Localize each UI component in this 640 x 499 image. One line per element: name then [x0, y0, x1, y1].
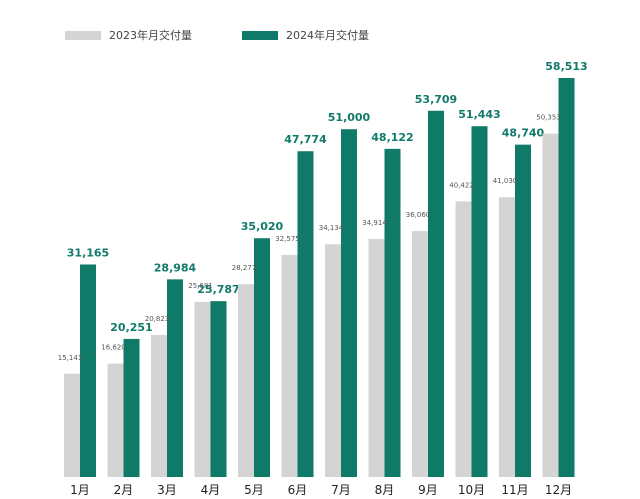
x-tick-label-1: 1月: [70, 483, 90, 497]
legend-swatch-2024: [242, 30, 278, 40]
legend: 2023年月交付量 2024年月交付量: [65, 27, 409, 43]
x-tick-label-2: 2月: [114, 483, 134, 497]
bar-2024-1: [80, 264, 96, 477]
bar-2023-3: [151, 335, 167, 477]
x-tick-label-10: 10月: [458, 483, 485, 497]
bar-2023-6: [281, 254, 298, 477]
value-label-2024-10: 51,443: [458, 108, 500, 121]
x-tick-label-9: 9月: [418, 483, 438, 497]
x-tick-label-5: 5月: [244, 483, 264, 497]
value-label-2024-5: 35,020: [241, 220, 284, 233]
legend-label-2024: 2024年月交付量: [286, 29, 369, 42]
bar-2023-12: [542, 133, 559, 478]
value-label-2024-1: 31,165: [67, 246, 109, 259]
value-label-2023-12: 50,353: [536, 114, 561, 122]
value-label-2023-7: 34,134: [319, 224, 344, 232]
value-label-2023-6: 32,575: [275, 235, 300, 243]
value-label-2023-8: 34,914: [362, 219, 387, 227]
bar-2023-7: [325, 244, 341, 477]
value-label-2023-11: 41,030: [493, 177, 518, 185]
legend-swatch-2023: [65, 30, 101, 40]
x-tick-label-3: 3月: [157, 483, 177, 497]
legend-label-2023: 2023年月交付量: [109, 29, 192, 42]
x-tick-label-11: 11月: [501, 483, 528, 497]
legend-item-2023: 2023年月交付量: [65, 27, 192, 43]
value-label-2024-12: 58,513: [545, 60, 587, 73]
bar-2024-11: [515, 144, 531, 477]
bar-2023-11: [499, 197, 515, 477]
bar-2023-10: [455, 201, 472, 477]
value-label-2023-3: 20,823: [145, 315, 170, 323]
value-label-2023-1: 15,141: [58, 354, 83, 362]
bar-2023-4: [194, 301, 211, 477]
x-tick-label-6: 6月: [288, 483, 308, 497]
value-label-2023-10: 40,422: [449, 181, 474, 189]
value-label-2023-4: 25,681: [188, 282, 213, 290]
x-tick-label-4: 4月: [201, 483, 221, 497]
value-label-2024-9: 53,709: [415, 93, 457, 106]
value-label-2023-2: 16,620: [101, 344, 126, 352]
value-label-2024-11: 48,740: [502, 127, 545, 140]
bar-2024-12: [558, 78, 575, 477]
value-label-2024-4: 25,787: [197, 283, 239, 296]
x-tick-label-12: 12月: [545, 483, 572, 497]
value-label-2024-6: 47,774: [284, 133, 327, 146]
bar-2024-4: [210, 301, 227, 477]
bar-2024-7: [341, 129, 357, 477]
value-label-2024-7: 51,000: [328, 111, 371, 124]
bar-2024-9: [428, 110, 444, 478]
bar-2024-10: [471, 126, 488, 477]
value-label-2023-9: 36,060: [406, 211, 431, 219]
legend-item-2024: 2024年月交付量: [242, 27, 369, 43]
bar-2024-8: [384, 148, 401, 477]
value-label-2024-8: 48,122: [371, 131, 413, 144]
bar-2024-5: [254, 238, 270, 477]
bar-2024-3: [167, 279, 183, 477]
bar-2023-5: [238, 284, 254, 477]
bar-2023-8: [368, 238, 385, 477]
value-label-2023-5: 28,277: [232, 264, 257, 272]
bar-2023-2: [107, 363, 124, 477]
value-label-2024-3: 28,984: [154, 261, 197, 274]
x-tick-label-8: 8月: [375, 483, 395, 497]
bar-2023-9: [412, 231, 428, 477]
x-tick-label-7: 7月: [331, 483, 351, 497]
value-label-2024-2: 20,251: [110, 321, 152, 334]
bar-2024-2: [123, 338, 140, 477]
bar-2023-1: [64, 373, 80, 477]
bar-2024-6: [297, 151, 314, 477]
